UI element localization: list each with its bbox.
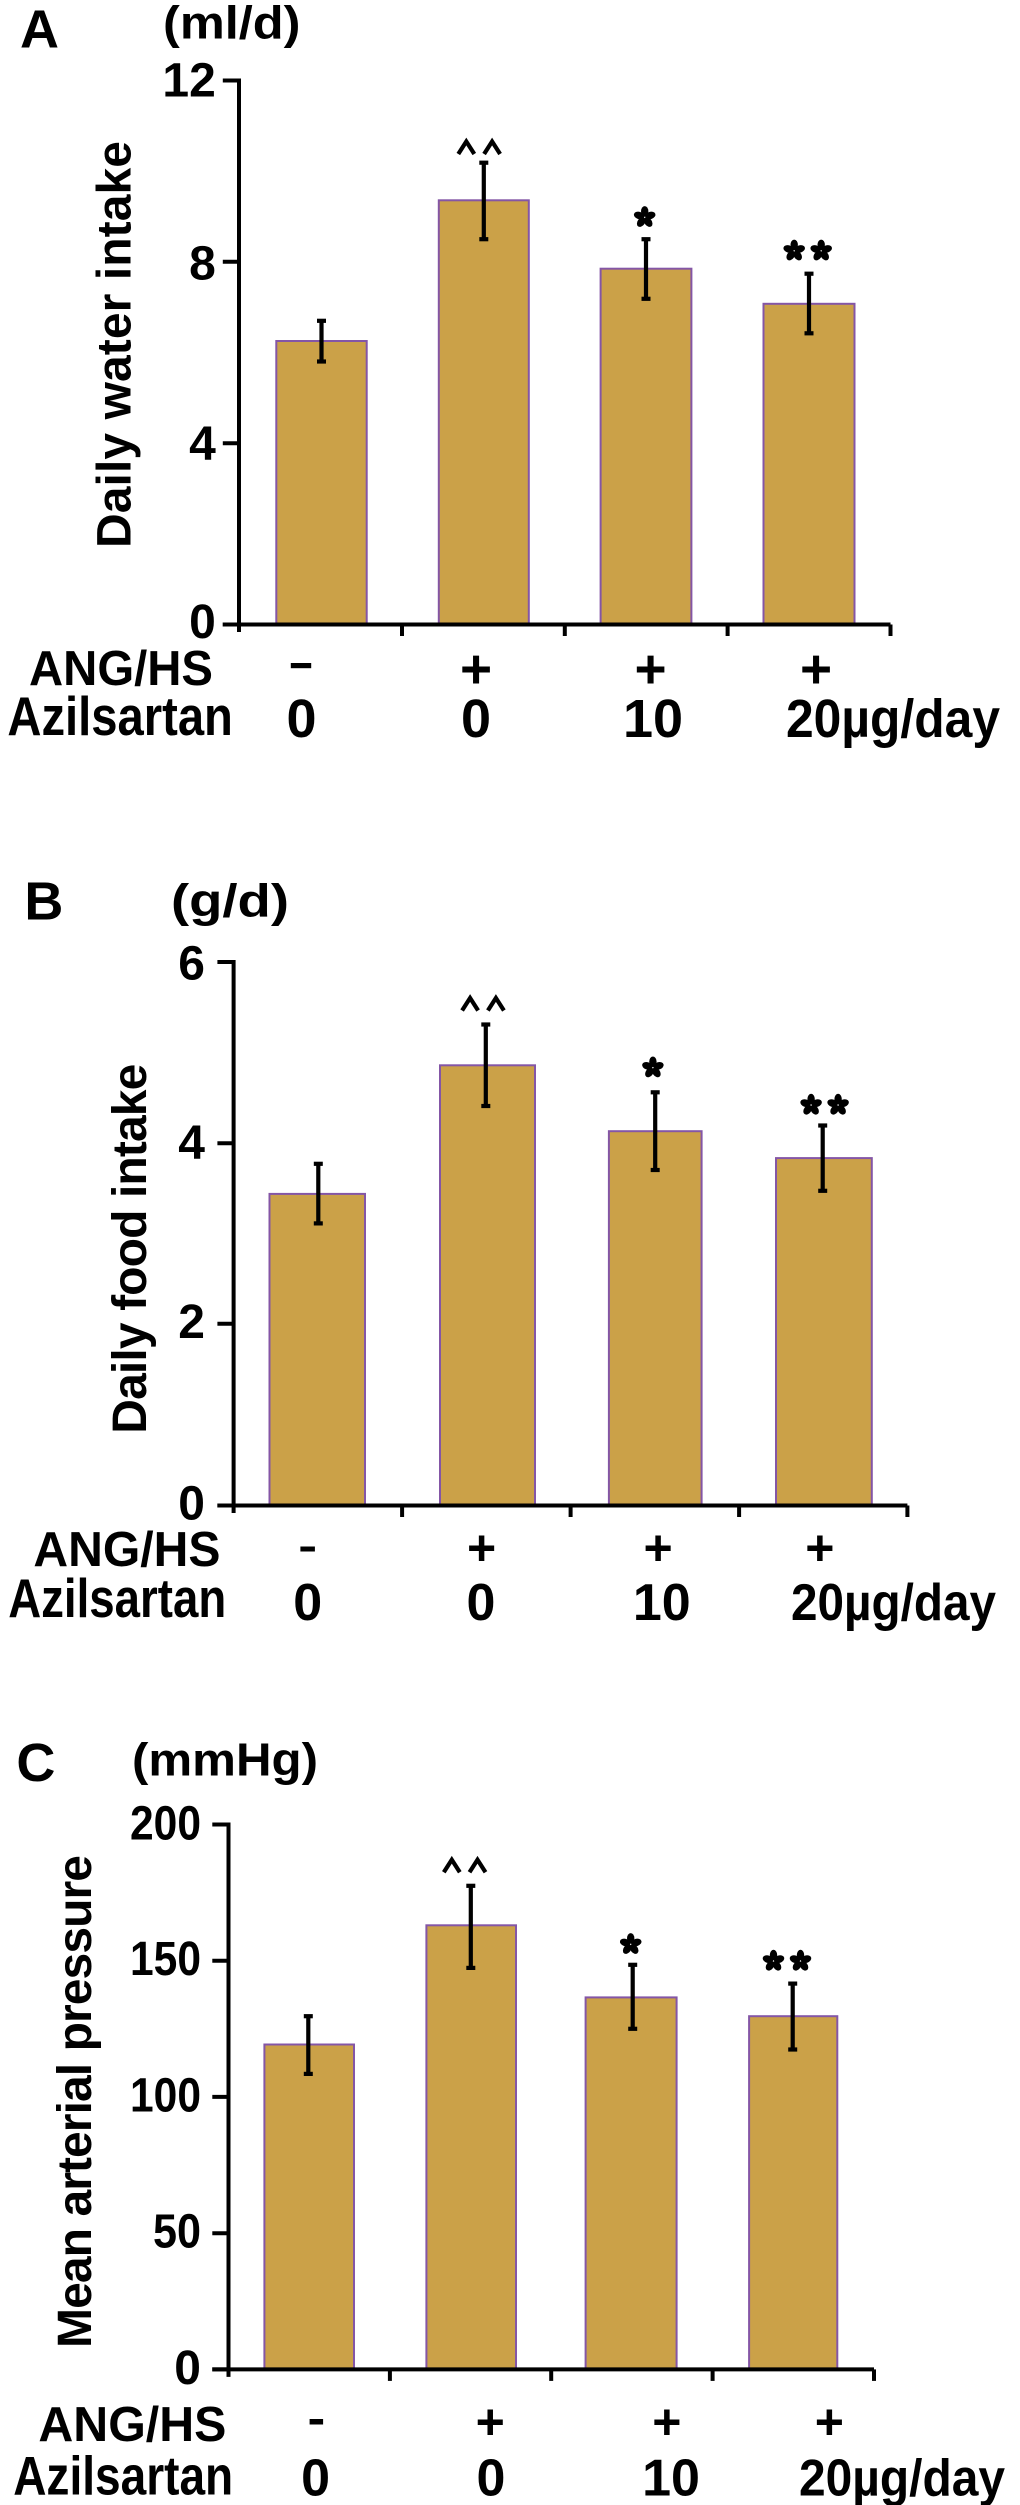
svg-text:ANG/HS: ANG/HS xyxy=(29,642,213,696)
svg-text:Azilsartan: Azilsartan xyxy=(13,2445,233,2505)
svg-text:20µg/day: 20µg/day xyxy=(799,2450,1005,2505)
svg-text:0: 0 xyxy=(293,1574,322,1632)
svg-text:4: 4 xyxy=(189,418,216,471)
svg-text:+: + xyxy=(467,1520,496,1576)
svg-text:0: 0 xyxy=(286,689,316,749)
svg-text:20µg/day: 20µg/day xyxy=(786,689,1000,749)
svg-text:10: 10 xyxy=(623,689,683,749)
svg-text:0: 0 xyxy=(301,2450,330,2505)
svg-text:4: 4 xyxy=(178,1117,205,1170)
svg-text:2: 2 xyxy=(178,1296,205,1349)
svg-text:+: + xyxy=(460,638,492,700)
svg-text:C: C xyxy=(16,1733,55,1793)
svg-text:+: + xyxy=(652,2394,681,2450)
svg-text:12: 12 xyxy=(162,55,215,108)
svg-text:0: 0 xyxy=(189,596,216,649)
svg-text:(g/d): (g/d) xyxy=(171,875,289,927)
svg-text:0: 0 xyxy=(461,689,491,749)
svg-text:100: 100 xyxy=(130,2069,201,2122)
svg-text:+: + xyxy=(815,2394,844,2450)
svg-text:0: 0 xyxy=(174,2342,201,2395)
svg-text:+: + xyxy=(800,638,832,700)
svg-text:50: 50 xyxy=(153,2206,201,2259)
svg-text:A: A xyxy=(20,0,59,60)
svg-text:+: + xyxy=(643,1520,672,1576)
svg-text:Azilsartan: Azilsartan xyxy=(7,685,233,747)
svg-text:Daily food intake: Daily food intake xyxy=(104,1064,157,1434)
svg-text:ANG/HS: ANG/HS xyxy=(38,2398,226,2452)
svg-text:ANG/HS: ANG/HS xyxy=(33,1523,220,1577)
svg-text:150: 150 xyxy=(130,1933,201,1986)
svg-text:0: 0 xyxy=(178,1477,205,1530)
svg-text:B: B xyxy=(24,871,63,931)
svg-text:+: + xyxy=(634,638,666,700)
svg-text:200: 200 xyxy=(130,1798,201,1851)
svg-text:+: + xyxy=(476,2394,505,2450)
svg-text:10: 10 xyxy=(642,2450,700,2505)
svg-text:(ml/d): (ml/d) xyxy=(163,0,301,49)
svg-text:8: 8 xyxy=(189,237,216,290)
svg-text:Mean arterial pressure: Mean arterial pressure xyxy=(49,1855,102,2348)
svg-text:Daily water intake: Daily water intake xyxy=(88,141,141,548)
svg-text:(mmHg): (mmHg) xyxy=(132,1733,318,1785)
svg-text:0: 0 xyxy=(466,1574,495,1632)
svg-text:Azilsartan: Azilsartan xyxy=(8,1567,226,1629)
svg-text:6: 6 xyxy=(178,937,205,990)
svg-text:10: 10 xyxy=(633,1574,691,1632)
svg-text:0: 0 xyxy=(476,2450,505,2505)
svg-text:+: + xyxy=(805,1520,834,1576)
svg-text:20µg/day: 20µg/day xyxy=(791,1574,996,1632)
